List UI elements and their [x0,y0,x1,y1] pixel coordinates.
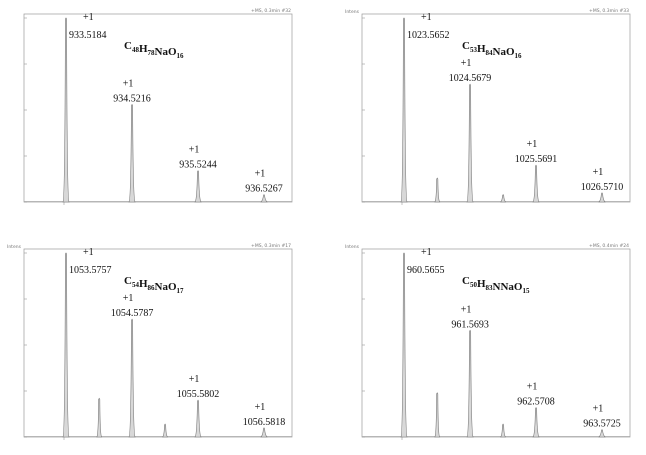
peak-mass-label: 960.5655 [407,265,445,276]
major-peak [260,194,268,203]
minor-peak [434,177,441,203]
peak-charge-label: +1 [527,382,538,393]
minor-peak [500,194,507,203]
spectrum-panel-top-right: Intens +MS, 0.3min #33 +1 1023.5652 +1 1024.5… [344,6,636,216]
major-peak [466,83,474,203]
minor-peak [162,423,169,438]
scan-info: +MS, 0.3min #33 [589,8,629,14]
peak-mass-label: 1054.5787 [111,308,154,319]
major-peak [62,252,70,438]
major-peak [598,429,606,438]
major-peak [532,164,540,203]
peak-charge-label: +1 [189,374,200,385]
spectrum-panel-top-left: +MS, 0.3min #32 +1 933.5184 +1 934.5216 +1 935… [6,6,298,216]
intensity-axis-label: Intens [345,244,360,250]
scan-info: +MS, 0.4min #24 [589,243,629,249]
molecular-formula: C48H78NaO16 [124,40,184,60]
spectrum-panel-bottom-left: Intens +MS, 0.3min #17 +1 1053.5757 +1 1054.5… [6,241,298,451]
major-peak [400,252,408,438]
major-peak [260,427,268,438]
peak-mass-label: 1026.5710 [581,182,624,193]
intensity-axis-label: Intens [345,9,360,15]
peak-charge-label: +1 [83,247,94,258]
peak-mass-label: 1025.5691 [515,154,558,165]
peak-mass-label: 1056.5818 [243,417,286,428]
peak-mass-label: 934.5216 [113,93,151,104]
peak-charge-label: +1 [421,12,432,23]
peak-charge-label: +1 [421,247,432,258]
major-peak [62,17,70,203]
major-peak [598,192,606,203]
peak-mass-label: 1055.5802 [177,389,220,400]
peak-charge-label: +1 [255,169,266,180]
peak-charge-label: +1 [83,12,94,23]
peak-mass-label: 961.5693 [451,319,489,330]
plot-frame [23,248,293,438]
minor-peak [500,423,507,438]
peak-mass-label: 963.5725 [583,419,621,430]
scan-info: +MS, 0.3min #32 [251,8,291,14]
peak-charge-label: +1 [461,58,472,69]
spectrum-chart: Intens +MS, 0.4min #24 +1 960.5655 +1 961.569… [345,243,631,440]
major-peak [400,17,408,203]
plot-frame [361,248,631,438]
peak-mass-label: 935.5244 [179,160,217,171]
molecular-formula: C50H83NNaO15 [462,275,530,295]
peak-charge-label: +1 [593,167,604,178]
peak-charge-label: +1 [461,304,472,315]
peak-charge-label: +1 [189,145,200,156]
major-peak [194,399,202,438]
major-peak [128,318,136,438]
spectrum-chart: +MS, 0.3min #32 +1 933.5184 +1 934.5216 +1 935… [23,8,293,205]
major-peak [194,170,202,203]
minor-peak [434,392,441,438]
molecular-formula: C54H86NaO17 [124,275,184,295]
peak-mass-label: 1023.5652 [407,30,450,41]
intensity-axis-label: Intens [7,244,22,250]
major-peak [532,406,540,438]
scan-info: +MS, 0.3min #17 [251,243,291,249]
peak-charge-label: +1 [255,402,266,413]
peak-mass-label: 962.5708 [517,397,555,408]
peak-charge-label: +1 [593,404,604,415]
plot-frame [361,13,631,203]
spectrum-panel-bottom-right: Intens +MS, 0.4min #24 +1 960.5655 +1 961.569… [344,241,636,451]
peak-charge-label: +1 [527,139,538,150]
spectrum-chart: Intens +MS, 0.3min #33 +1 1023.5652 +1 1024.5… [345,8,631,205]
peak-mass-label: 933.5184 [69,30,107,41]
plot-frame [23,13,293,203]
minor-peak [96,397,103,438]
peak-mass-label: 1024.5679 [449,73,492,84]
major-peak [128,103,136,203]
peak-charge-label: +1 [123,78,134,89]
peak-mass-label: 1053.5757 [69,265,112,276]
peak-charge-label: +1 [123,293,134,304]
major-peak [466,329,474,438]
peak-mass-label: 936.5267 [245,184,283,195]
spectrum-chart: Intens +MS, 0.3min #17 +1 1053.5757 +1 1054.5… [7,243,293,440]
molecular-formula: C53H84NaO16 [462,40,522,60]
